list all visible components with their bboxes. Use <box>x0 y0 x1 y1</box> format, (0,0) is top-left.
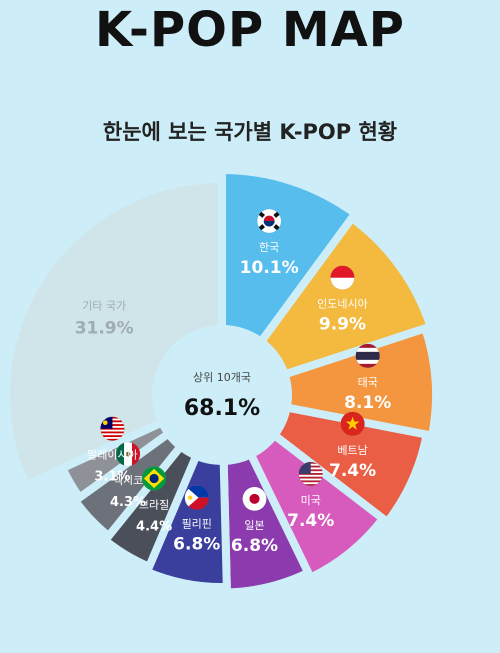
slice-label-5: 일본 <box>244 518 264 532</box>
indonesia-flag-icon <box>330 265 355 291</box>
page-title: K-POP MAP <box>95 2 405 58</box>
center-value: 68.1% <box>184 396 260 421</box>
slice-value-4: 7.4% <box>287 511 334 531</box>
slice-label-6: 필리핀 <box>182 518 212 531</box>
slice-1 <box>257 214 435 379</box>
slice-10 <box>2 175 226 489</box>
brazil-flag-icon <box>141 466 167 491</box>
mexico-flag-icon <box>115 441 141 467</box>
slice-value-2: 8.1% <box>344 393 391 413</box>
slice-0 <box>218 166 360 346</box>
slice-label-9: 말레이시아 <box>87 449 138 462</box>
slice-2 <box>280 324 440 440</box>
slice-label-0: 한국 <box>259 241 279 254</box>
slice-label-8: 멕시코 <box>113 474 143 487</box>
malaysia-flag-icon <box>100 416 125 442</box>
philippines-flag-icon <box>184 485 210 510</box>
slice-value-1: 9.9% <box>319 315 366 335</box>
slice-value-0: 10.1% <box>240 258 299 278</box>
slice-label-10: 기타 국가 <box>82 299 126 312</box>
slice-value-6: 6.8% <box>173 535 220 555</box>
slice-value-3: 7.4% <box>329 461 376 481</box>
slice-value-9: 3.1% <box>94 470 130 485</box>
slice-label-4: 미국 <box>301 494 321 507</box>
slice-value-10: 31.9% <box>75 318 134 338</box>
slice-value-7: 4.4% <box>136 519 172 534</box>
slice-8 <box>71 429 185 541</box>
slice-label-1: 인도네시아 <box>317 298 368 311</box>
center-label: 상위 10개국 <box>193 371 251 384</box>
thailand-flag-icon <box>355 343 381 369</box>
slice-4 <box>246 431 387 582</box>
usa-flag-icon <box>298 461 324 487</box>
slice-value-5: 6.8% <box>231 536 278 556</box>
japan-flag-icon <box>242 486 267 512</box>
vietnam-flag-icon <box>340 411 365 437</box>
page-subtitle: 한눈에 보는 국가별 K-POP 현황 <box>102 120 398 144</box>
slice-5 <box>219 450 313 597</box>
slice-6 <box>142 451 231 591</box>
slice-label-3: 베트남 <box>337 444 367 457</box>
slice-3 <box>270 403 431 527</box>
slice-7 <box>101 442 201 571</box>
slice-label-2: 태국 <box>358 376 378 389</box>
korea-flag-icon <box>256 208 282 234</box>
slice-label-7: 브라질 <box>139 498 169 511</box>
center-circle <box>158 331 286 459</box>
slice-value-8: 4.3% <box>110 495 146 510</box>
